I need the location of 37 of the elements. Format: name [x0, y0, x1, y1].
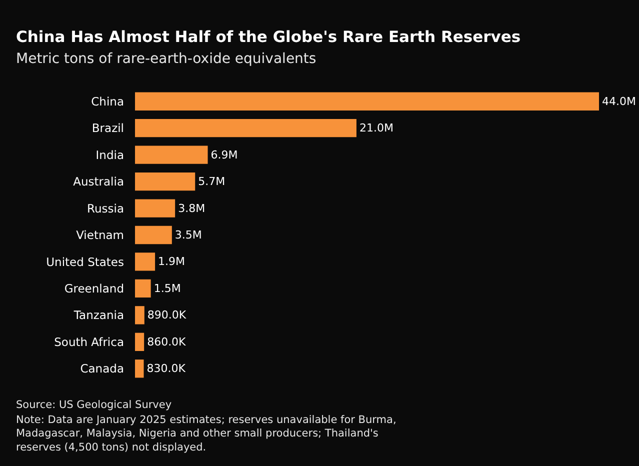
- bar: [135, 119, 356, 138]
- y-tick-label: Russia: [87, 201, 124, 216]
- y-tick-label: Vietnam: [76, 228, 124, 242]
- data-label: 830.0K: [146, 362, 186, 376]
- y-tick-label: India: [96, 148, 124, 162]
- bar: [135, 199, 176, 218]
- bar: [135, 306, 144, 324]
- bar: [135, 226, 172, 244]
- source-note: Source: US Geological Survey: [16, 399, 172, 411]
- data-label: 1.9M: [158, 255, 186, 268]
- text: Note: Data are January 2025 estimates; reserves unavailable for Burma, Madagascar, Malaysia, Nigeria and other small producers; Thailand's reserves (4,500 tons) not displayed.: [16, 414, 396, 454]
- y-tick-label: South Africa: [54, 334, 124, 349]
- data-label: 1.5M: [154, 282, 181, 295]
- y-tick-label: Canada: [80, 362, 124, 376]
- data-label: 3.8M: [178, 202, 206, 215]
- data-label: 21.0M: [359, 122, 394, 135]
- data-label: 3.5M: [174, 228, 202, 242]
- data-label: 6.9M: [210, 148, 238, 162]
- y-tick-label: Greenland: [64, 281, 124, 296]
- data-label: 860.0K: [147, 335, 187, 348]
- data-label: 5.7M: [198, 175, 226, 188]
- chart-subtitle: Metric tons of rare-earth-oxide equivalents: [16, 51, 316, 67]
- y-tick-label: China: [91, 94, 124, 108]
- data-label: 44.0M: [602, 94, 636, 108]
- y-tick-label: Tanzania: [72, 308, 124, 322]
- y-tick-label: Brazil: [92, 121, 124, 136]
- bar: [135, 332, 144, 351]
- y-tick-label: Australia: [73, 174, 124, 189]
- bar: [135, 146, 208, 164]
- bar: [135, 279, 151, 298]
- y-tick-label: United States: [46, 254, 124, 269]
- bar: [135, 172, 196, 191]
- chart-title: China Has Almost Half of the Globe's Rare Earth Reserves: [16, 28, 521, 46]
- bar: [135, 252, 156, 271]
- bar: [135, 92, 599, 110]
- data-label: 890.0K: [147, 308, 187, 322]
- bar: [135, 360, 144, 378]
